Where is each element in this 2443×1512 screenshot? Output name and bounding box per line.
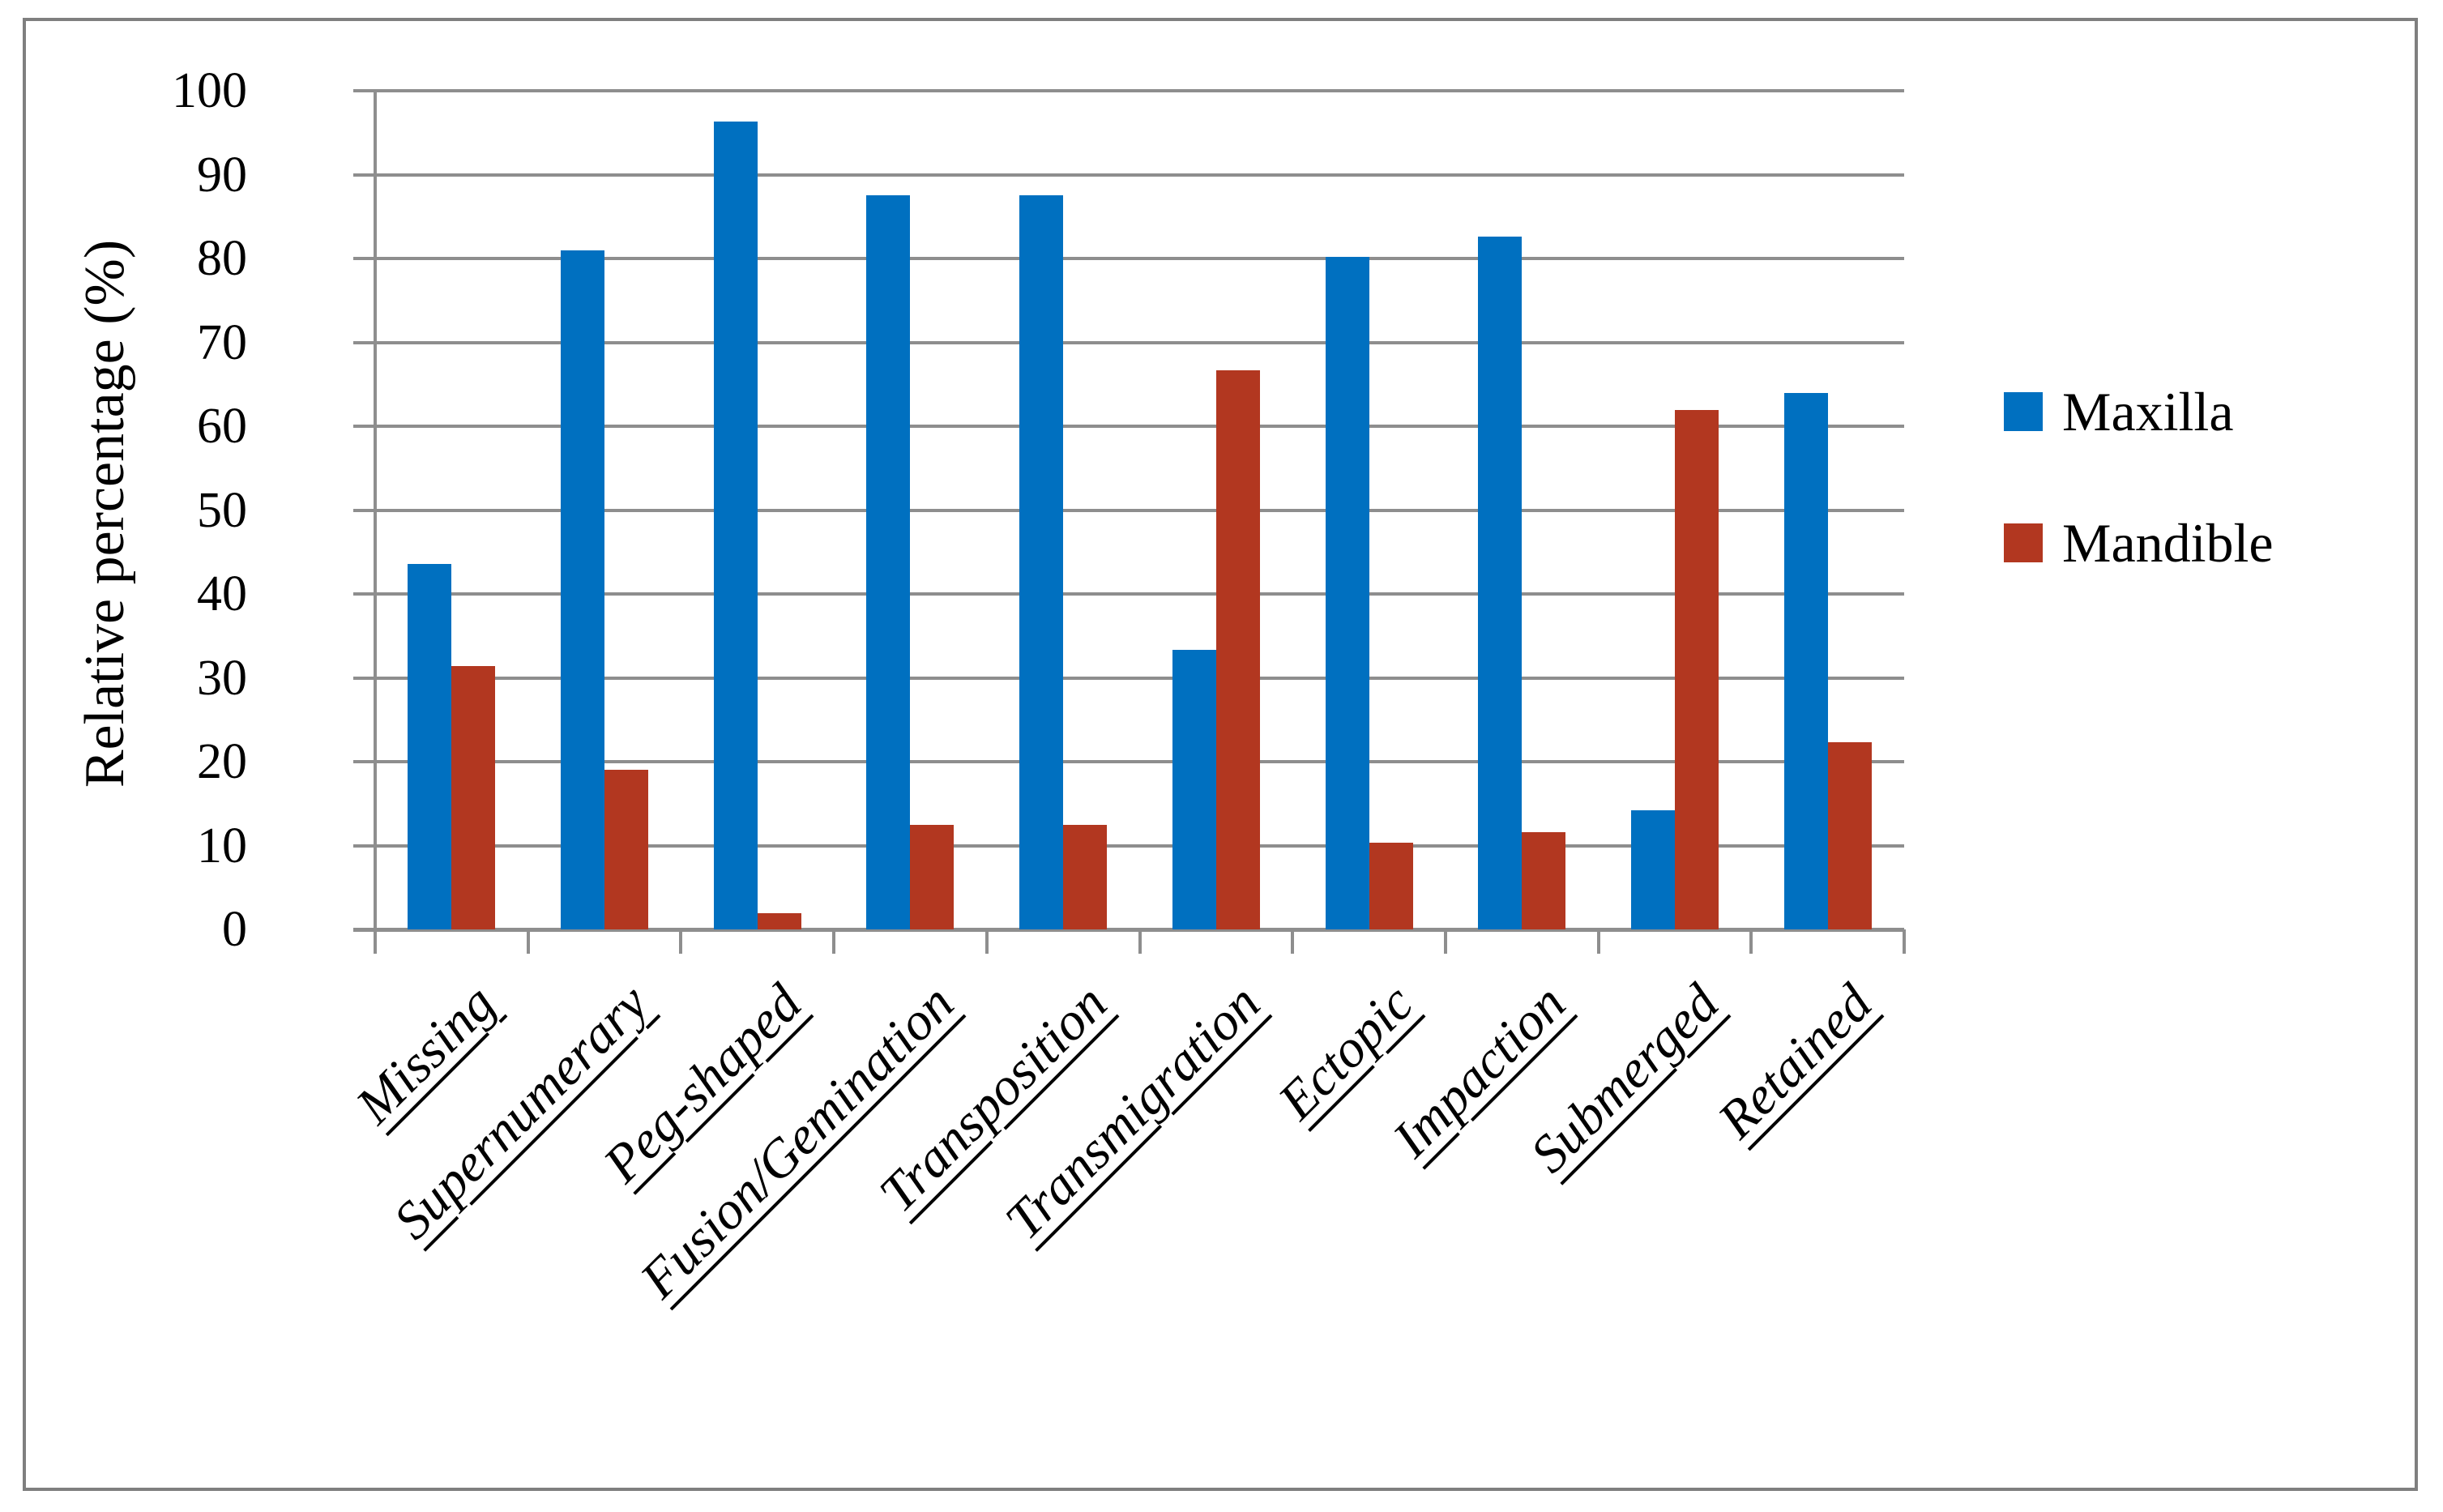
gridline-y-100 [353, 89, 1904, 92]
x-axis-tick-7 [1444, 929, 1447, 954]
gridline-y-60 [353, 425, 1904, 428]
x-axis-tick-5 [1138, 929, 1142, 954]
figure-border [23, 18, 2418, 1491]
bar-maxilla-supernumerary [561, 250, 604, 929]
bar-mandible-transmigration [1216, 370, 1260, 929]
bar-mandible-missing [451, 666, 495, 929]
gridline-y-0 [353, 928, 1904, 932]
x-axis-tick-4 [985, 929, 989, 954]
bar-maxilla-missing [408, 564, 451, 929]
bar-mandible-supernumerary [604, 770, 648, 929]
x-axis-tick-10 [1903, 929, 1906, 954]
bar-mandible-ectopic [1369, 843, 1413, 929]
x-axis-tick-6 [1291, 929, 1294, 954]
x-axis-tick-2 [679, 929, 682, 954]
y-tick-label-60: 60 [197, 399, 247, 454]
y-tick-label-0: 0 [222, 902, 247, 957]
gridline-y-50 [353, 509, 1904, 512]
y-tick-label-30: 30 [197, 651, 247, 706]
gridline-y-10 [353, 844, 1904, 848]
y-tick-label-70: 70 [197, 315, 247, 370]
x-axis-tick-8 [1597, 929, 1600, 954]
bar-mandible-peg-shaped [758, 913, 801, 929]
bar-maxilla-transmigration [1172, 650, 1216, 929]
x-axis-tick-9 [1749, 929, 1753, 954]
gridline-y-90 [353, 173, 1904, 177]
y-axis-title: Relative percentage (%) [74, 239, 136, 788]
y-tick-label-40: 40 [197, 566, 247, 621]
y-tick-label-20: 20 [197, 734, 247, 789]
mandible-color-swatch [2004, 523, 2043, 562]
legend-item-mandible: Mandible [2004, 515, 2274, 570]
y-tick-label-90: 90 [197, 147, 247, 203]
y-tick-label-80: 80 [197, 231, 247, 286]
bar-mandible-impaction [1522, 832, 1565, 929]
legend-item-maxilla: Maxilla [2004, 384, 2234, 439]
y-tick-label-100: 100 [172, 63, 247, 118]
bar-mandible-retained [1828, 742, 1872, 929]
gridline-y-70 [353, 341, 1904, 344]
bar-maxilla-peg-shaped [714, 122, 758, 929]
bar-mandible-transposition [1063, 825, 1107, 929]
bar-mandible-submerged [1675, 410, 1719, 929]
legend-label-mandible: Mandible [2062, 512, 2274, 574]
bar-maxilla-retained [1784, 393, 1828, 929]
legend-label-maxilla: Maxilla [2062, 381, 2234, 442]
maxilla-color-swatch [2004, 392, 2043, 431]
y-tick-label-10: 10 [197, 818, 247, 873]
x-axis-tick-0 [374, 929, 377, 954]
gridline-y-30 [353, 677, 1904, 680]
x-axis-tick-1 [527, 929, 530, 954]
gridline-y-40 [353, 592, 1904, 596]
bar-maxilla-impaction [1478, 237, 1522, 929]
x-axis-tick-3 [832, 929, 835, 954]
bar-maxilla-submerged [1631, 810, 1675, 929]
gridline-y-80 [353, 257, 1904, 260]
bar-maxilla-fusion-gemination [866, 195, 910, 929]
y-axis-line [374, 91, 377, 929]
bar-mandible-fusion-gemination [910, 825, 954, 929]
bar-maxilla-transposition [1019, 195, 1063, 929]
gridline-y-20 [353, 760, 1904, 763]
bar-maxilla-ectopic [1326, 257, 1369, 929]
y-tick-label-50: 50 [197, 483, 247, 538]
